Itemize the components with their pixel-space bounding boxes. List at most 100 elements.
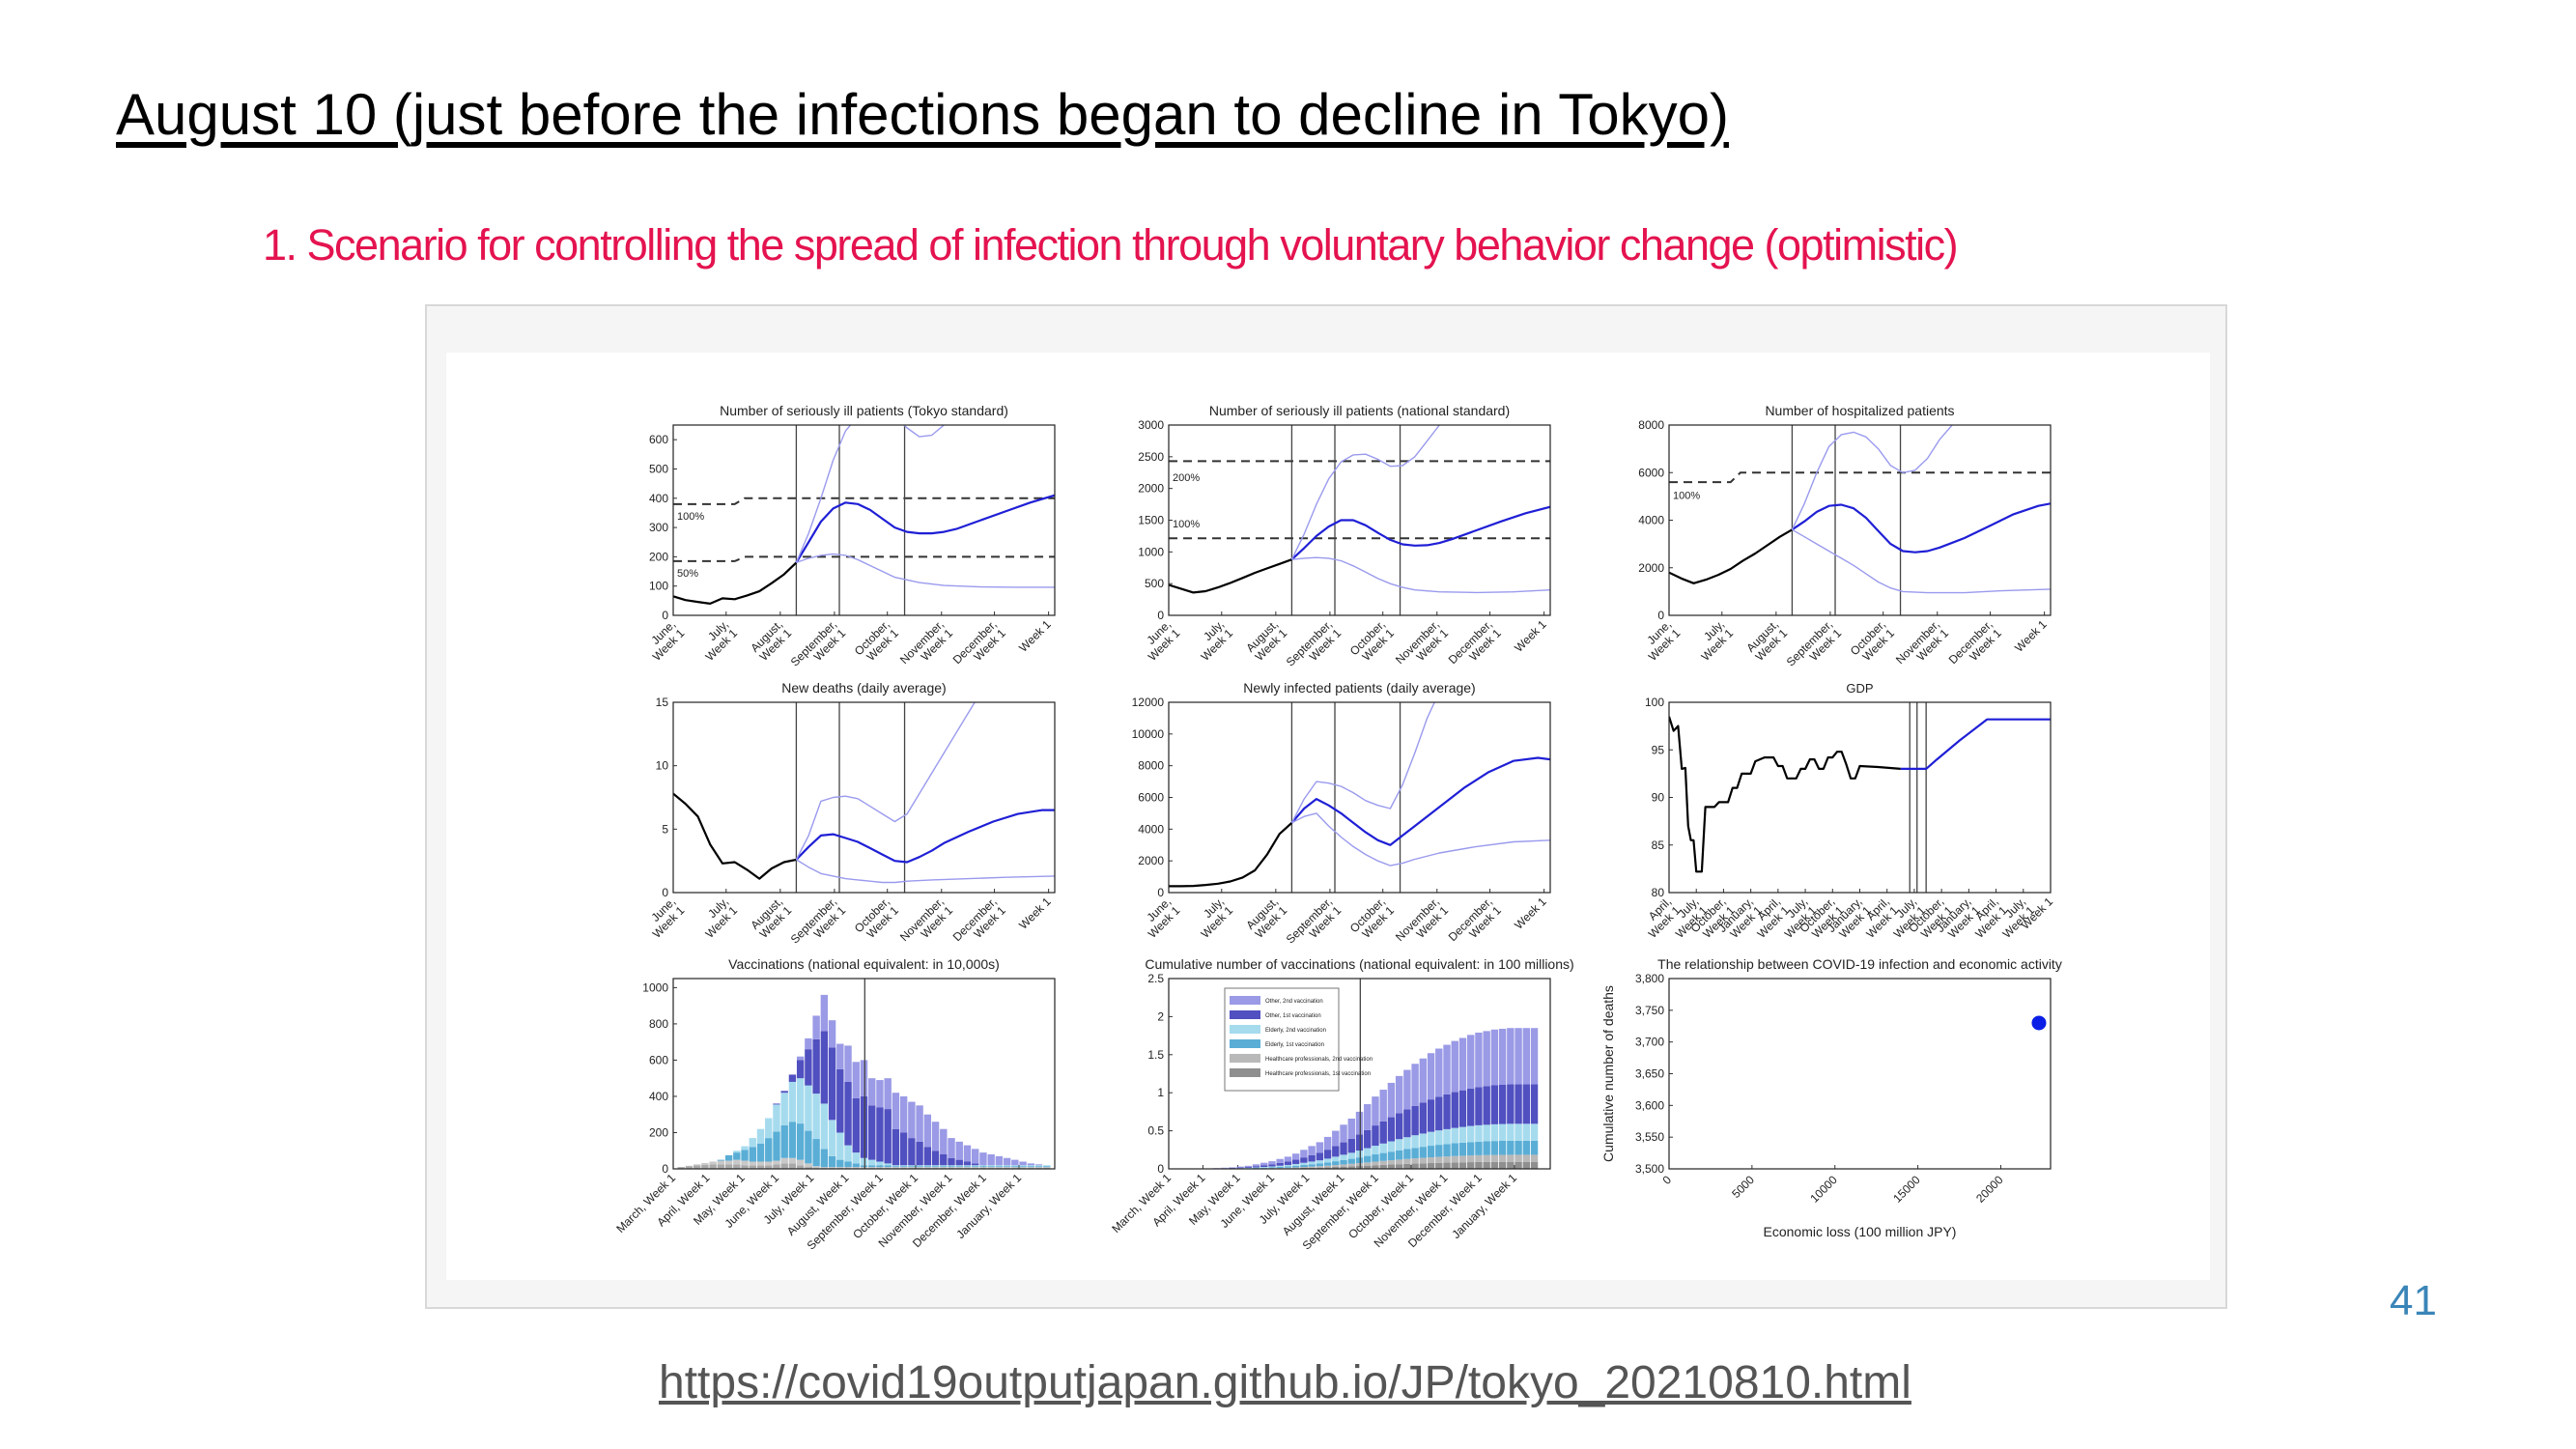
y-tick-label: 200 [649,550,668,563]
x-tick-label: October,Week 1 [852,895,901,944]
bar-segment [1308,1154,1316,1162]
y-tick-label: 500 [649,462,668,475]
bar-segment [987,1153,995,1166]
legend-label: Other, 2nd vaccination [1265,999,1323,1005]
bar-segment [780,1124,788,1158]
bar-segment [1291,1159,1300,1164]
series-line-main [1900,718,2051,770]
bar-segment [1284,1164,1292,1167]
bar-segment [1530,1161,1539,1169]
bar-segment [923,1114,932,1148]
bar-segment [955,1159,963,1166]
x-tick-label: June,Week 1 [1137,895,1183,941]
bar-segment [812,1166,820,1169]
bar-segment [1395,1164,1403,1169]
bar-segment [1268,1161,1276,1165]
bar-segment [1260,1165,1268,1167]
bar-segment [1498,1029,1507,1086]
axes-box [1668,424,2052,616]
y-tick-label: 8000 [1638,418,1664,432]
legend-label: Other, 1st vaccination [1265,1013,1321,1019]
y-tick-label: 4000 [1638,514,1664,527]
bar-segment [780,1163,788,1169]
bar-segment [733,1164,741,1169]
bar-segment [1340,1124,1347,1143]
bar-segment [1379,1121,1387,1144]
y-tick-label: 85 [1652,838,1665,852]
bar-segment [1347,1158,1355,1164]
y-tick-label: 2.5 [1147,972,1164,985]
bar-segment [820,1149,829,1168]
bar-segment [916,1141,923,1166]
axes-box [1168,978,1551,1170]
bar-segment [1530,1140,1539,1155]
y-tick-label: 800 [649,1017,668,1031]
bar-segment [1379,1152,1387,1161]
axes-box [1668,701,2052,894]
x-tick-label-line: Week 1 [1016,617,1054,655]
y-tick-label: 3,650 [1635,1067,1664,1081]
series-line-main [1290,505,1550,561]
bar-segment [1467,1142,1475,1156]
bar-segment [1276,1165,1284,1167]
bar-segment [724,1160,733,1165]
bar-segment [693,1164,701,1166]
bar-segment [1308,1146,1316,1155]
bar-segment [765,1138,773,1162]
bar-segment [1458,1155,1467,1163]
bar-segment [1316,1167,1324,1169]
series-line-observed [1169,558,1292,594]
x-tick-label: Week 1 [2012,617,2050,655]
x-tick-label: September,Week 1 [1284,895,1345,955]
bar-segment [1451,1092,1458,1128]
bar-segment [1514,1154,1522,1162]
bar-segment [955,1166,963,1168]
bar-segment [860,1167,868,1169]
threshold-line [1669,471,2051,484]
bar-segment [1522,1154,1531,1162]
bar-segment [1284,1161,1292,1165]
bar-segment [1300,1162,1308,1166]
bar-segment [868,1078,876,1106]
bar-segment [1260,1166,1268,1168]
bar-segment [899,1132,908,1166]
bar-segment [1252,1166,1260,1168]
bar-segment [1019,1167,1027,1169]
bar-segment [1411,1105,1419,1136]
figure-panel: Number of seriously ill patients (Tokyo … [446,353,2210,1280]
legend-label: Elderly, 1st vaccination [1265,1042,1324,1048]
series-line-band [796,553,1055,588]
bar-segment [852,1163,860,1168]
bar-segment [931,1165,940,1167]
y-tick-label: 15 [656,696,669,709]
bar-segment [765,1118,773,1139]
bar-segment [1300,1167,1308,1169]
bar-segment [844,1045,852,1082]
bar-segment [1387,1160,1396,1165]
bar-segment [1332,1167,1340,1169]
x-tick-label: June,Week 1 [641,617,688,664]
bar-segment [756,1165,765,1169]
y-tick-label: 0 [1657,609,1664,622]
bar-segment [1300,1157,1308,1163]
legend-swatch [1230,1039,1260,1048]
y-tick-label: 500 [1145,577,1164,590]
bar-segment [1308,1166,1316,1168]
chart-title: The relationship between COVID-19 infect… [1657,956,2062,972]
bar-segment [1522,1084,1531,1124]
bar-segment [1252,1168,1260,1169]
y-tick-label: 95 [1652,743,1665,756]
bar-segment [788,1122,797,1158]
slide-title: August 10 (just before the infections be… [116,82,1729,147]
bar-segment [1443,1094,1451,1129]
bar-segment [1483,1141,1490,1155]
bar-segment [892,1165,900,1167]
bar-segment [844,1161,852,1168]
bar-segment [1379,1090,1387,1122]
source-link[interactable]: https://covid19outputjapan.github.io/JP/… [659,1357,1911,1408]
bar-segment [836,1068,844,1133]
bar-segment [860,1157,868,1166]
series-line-band [1792,528,2051,594]
bar-segment [741,1150,749,1161]
bar-segment [1483,1154,1490,1162]
